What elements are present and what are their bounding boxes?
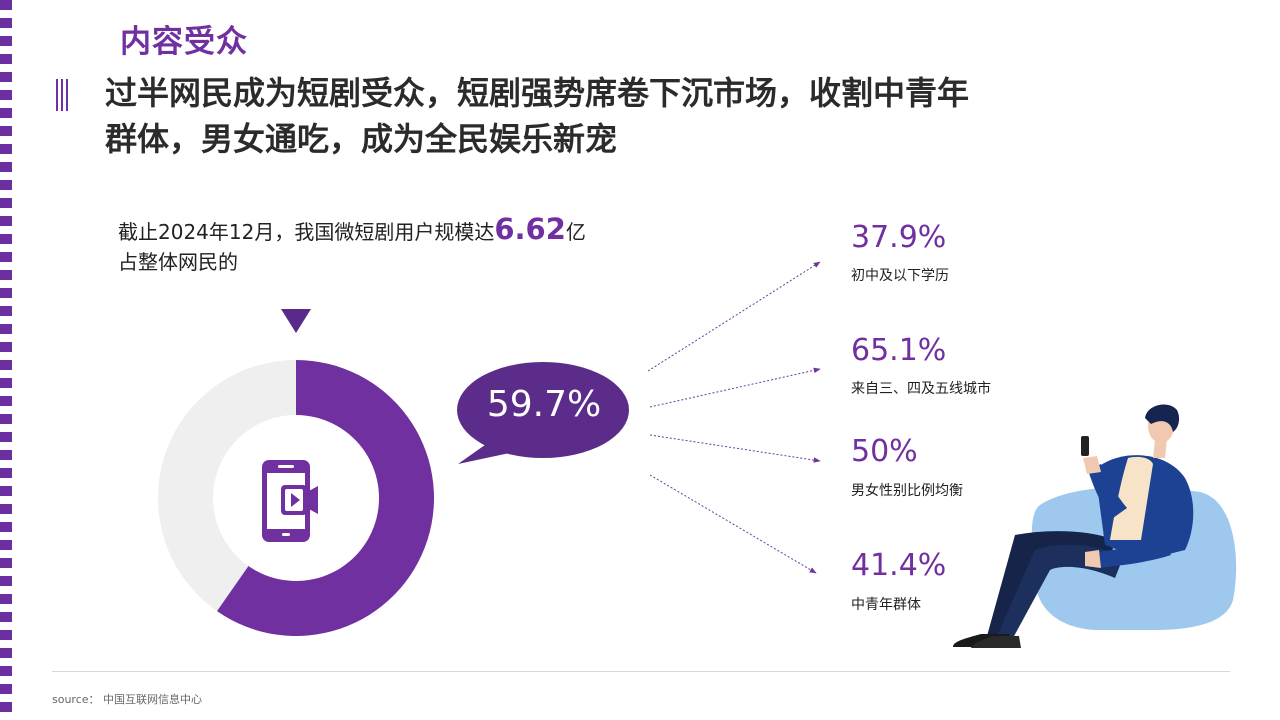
section-title: 内容受众 <box>120 24 248 60</box>
user-scale-prefix: 截止2024年12月，我国微短剧用户规模达 <box>118 220 495 244</box>
arrow-to-stat-3 <box>649 434 821 463</box>
stat-value-age: 41.4% <box>851 548 947 583</box>
user-scale-line-1: 截止2024年12月，我国微短剧用户规模达6.62亿 <box>118 214 718 247</box>
decorative-left-strip <box>0 0 12 720</box>
share-percent-label: 59.7% <box>486 384 602 425</box>
stat-label-education: 初中及以下学历 <box>851 268 949 284</box>
user-scale-text: 截止2024年12月，我国微短剧用户规模达6.62亿 占整体网民的 <box>118 214 718 277</box>
donut-share-segment <box>217 360 434 636</box>
stat-value-lower-tier-cities: 65.1% <box>851 333 947 368</box>
source-note: source： 中国互联网信息中心 <box>52 693 203 706</box>
mobile-video-icon <box>262 460 318 542</box>
footer-divider <box>52 671 1230 672</box>
pointer-arrows <box>647 261 821 574</box>
arrow-to-stat-1 <box>647 261 821 372</box>
title-bars-icon <box>56 79 72 111</box>
man-on-beanbag-illustration <box>953 404 1237 648</box>
arrow-to-stat-4 <box>649 474 817 574</box>
arrow-to-stat-2 <box>649 367 821 408</box>
stat-value-education: 37.9% <box>851 220 947 255</box>
speech-bubble <box>457 362 629 464</box>
user-scale-line-2: 占整体网民的 <box>118 250 238 274</box>
donut-rest-segment <box>158 360 296 612</box>
user-scale-suffix: 亿 <box>565 220 586 244</box>
down-triangle-icon <box>281 309 311 333</box>
user-scale-value: 6.62 <box>494 212 566 246</box>
stat-value-gender: 50% <box>851 434 918 469</box>
stat-label-age: 中青年群体 <box>851 597 921 613</box>
headline-line-1: 过半网民成为短剧受众，短剧强势席卷下沉市场，收割中青年 <box>105 74 970 112</box>
page-headline: 过半网民成为短剧受众，短剧强势席卷下沉市场，收割中青年 群体，男女通吃，成为全民… <box>105 70 1165 162</box>
headline-line-2: 群体，男女通吃，成为全民娱乐新宠 <box>105 120 618 158</box>
stat-label-gender: 男女性别比例均衡 <box>851 483 963 499</box>
share-donut <box>158 360 434 636</box>
stat-label-lower-tier-cities: 来自三、四及五线城市 <box>851 381 991 397</box>
